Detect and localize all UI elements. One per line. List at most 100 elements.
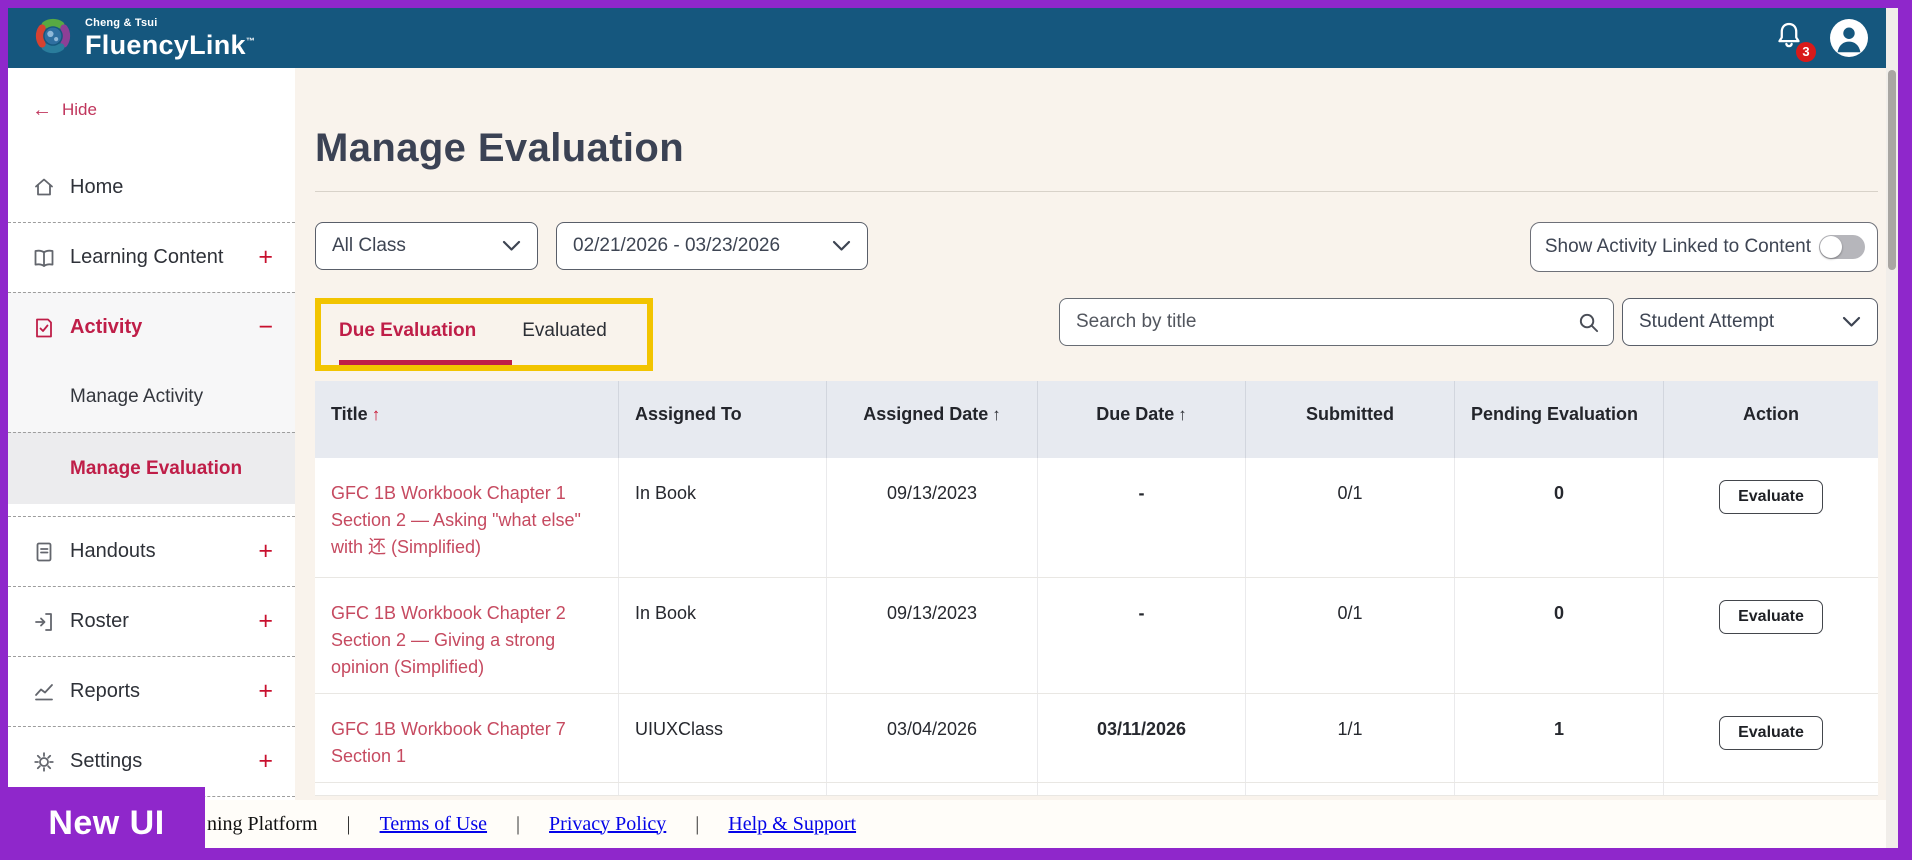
handouts-icon [32, 540, 56, 564]
sidebar-item-label: Learning Content [70, 246, 224, 268]
home-icon [32, 175, 56, 199]
sidebar-item-activity[interactable]: Activity − [8, 292, 295, 362]
page-title: Manage Evaluation [315, 126, 685, 170]
filter-row: All Class 02/21/2026 - 03/23/2026 Show A… [315, 222, 1878, 272]
sidebar-item-manage-evaluation[interactable]: Manage Evaluation [8, 432, 295, 504]
chevron-down-icon [1842, 316, 1861, 328]
due-date-cell: - [1038, 578, 1246, 693]
submitted-cell: 0/1 [1246, 578, 1455, 693]
hide-sidebar-button[interactable]: ← Hide [8, 98, 295, 122]
activity-icon [32, 316, 56, 340]
expand-toggle[interactable]: + [258, 243, 273, 271]
column-header-due-date[interactable]: Due Date ↑ [1038, 381, 1246, 458]
assigned-to-cell: In Book [619, 458, 827, 577]
search-box [1059, 298, 1614, 346]
submitted-cell: 0/1 [1246, 458, 1455, 577]
assigned-date-cell: 03/04/2026 [827, 694, 1038, 782]
header-actions: 3 [1772, 19, 1868, 62]
evaluate-button[interactable]: Evaluate [1719, 480, 1823, 514]
trademark-mark: ™ [245, 35, 256, 46]
main-content: Manage Evaluation All Class 02/21/2026 -… [295, 68, 1898, 848]
search-area: Student Attempt [1059, 298, 1878, 346]
table-row: GFC 1B Workbook Chapter 7 Section 1 UIUX… [315, 694, 1878, 783]
activity-title-link[interactable]: GFC 1B Workbook Chapter 7 Section 1 [331, 719, 566, 766]
vertical-scrollbar[interactable] [1886, 8, 1898, 848]
reports-icon [32, 680, 56, 704]
attempt-filter-value: Student Attempt [1639, 311, 1775, 332]
expand-toggle[interactable]: + [258, 677, 273, 705]
sidebar-item-handouts[interactable]: Handouts + [8, 516, 295, 586]
tabs-row: Due Evaluation Evaluated Student Attempt [315, 298, 1878, 371]
brand-logo[interactable]: Cheng & Tsui FluencyLink™ [30, 13, 255, 64]
evaluate-button[interactable]: Evaluate [1719, 600, 1823, 634]
sort-ascending-icon[interactable]: ↑ [371, 405, 381, 424]
sidebar-item-label: Home [70, 175, 124, 198]
expand-toggle[interactable]: + [258, 747, 273, 775]
app-window: Cheng & Tsui FluencyLink™ 3 [8, 8, 1898, 848]
terms-of-use-link[interactable]: Terms of Use [379, 812, 488, 835]
bell-icon [1772, 22, 1806, 57]
roster-icon [32, 610, 56, 634]
table-row: GFC 1B Workbook Chapter 1 Section 2 — As… [315, 458, 1878, 578]
scrollbar-thumb[interactable] [1888, 70, 1896, 270]
search-input[interactable] [1059, 298, 1614, 346]
gear-icon [32, 750, 56, 774]
submenu-item-label: Manage Evaluation [70, 457, 243, 479]
sidebar-item-label: Activity [70, 316, 143, 338]
left-arrow-icon: ← [32, 98, 52, 121]
column-header-title[interactable]: Title ↑ [315, 381, 619, 458]
platform-text: ning Platform [207, 812, 318, 835]
toggle-switch[interactable] [1819, 235, 1865, 259]
due-date-cell: - [1038, 458, 1246, 577]
expand-toggle[interactable]: + [258, 607, 273, 635]
expand-toggle[interactable]: + [258, 537, 273, 565]
new-ui-badge: New UI [8, 787, 205, 848]
user-avatar-button[interactable] [1830, 19, 1868, 57]
sidebar-item-learning-content[interactable]: Learning Content + [8, 222, 295, 292]
activity-title-link[interactable]: GFC 1B Workbook Chapter 2 Section 2 — Gi… [331, 603, 566, 677]
sidebar-item-label: Roster [70, 610, 129, 632]
sidebar-navigation: ← Hide Home Learni [8, 68, 295, 848]
column-header-pending-evaluation: Pending Evaluation [1455, 381, 1664, 458]
table-row-partial [315, 783, 1878, 796]
chevron-down-icon [502, 240, 521, 252]
sidebar-item-reports[interactable]: Reports + [8, 656, 295, 726]
sidebar-item-label: Handouts [70, 540, 156, 562]
hide-label: Hide [62, 100, 97, 119]
class-filter-dropdown[interactable]: All Class [315, 222, 538, 270]
sidebar-item-roster[interactable]: Roster + [8, 586, 295, 656]
brand-company: Cheng & Tsui [85, 16, 158, 29]
assigned-to-cell: In Book [619, 578, 827, 693]
column-header-assigned-date[interactable]: Assigned Date ↑ [827, 381, 1038, 458]
linked-content-toggle[interactable]: Show Activity Linked to Content [1529, 222, 1878, 272]
sidebar-item-manage-activity[interactable]: Manage Activity [8, 362, 295, 432]
collapse-toggle[interactable]: − [258, 313, 273, 341]
sort-ascending-icon[interactable]: ↑ [992, 405, 1001, 424]
submenu-item-label: Manage Activity [70, 386, 204, 407]
annotation-highlight-box: Due Evaluation Evaluated [315, 298, 653, 371]
pending-evaluation-cell: 0 [1455, 458, 1664, 577]
sort-ascending-icon[interactable]: ↑ [1178, 405, 1187, 424]
due-date-cell: 03/11/2026 [1038, 694, 1246, 782]
toggle-knob [1820, 236, 1842, 258]
page-footer: ning Platform | Terms of Use | Privacy P… [8, 800, 1886, 848]
footer-separator: | [516, 812, 521, 835]
assigned-date-cell: 09/13/2023 [827, 458, 1038, 577]
activity-title-link[interactable]: GFC 1B Workbook Chapter 1 Section 2 — As… [331, 483, 581, 557]
submitted-cell: 1/1 [1246, 694, 1455, 782]
evaluate-button[interactable]: Evaluate [1719, 716, 1823, 750]
person-icon [1837, 27, 1861, 53]
help-support-link[interactable]: Help & Support [728, 812, 857, 835]
student-attempt-dropdown[interactable]: Student Attempt [1622, 298, 1878, 346]
privacy-policy-link[interactable]: Privacy Policy [549, 812, 667, 835]
column-header-assigned-to: Assigned To [619, 381, 827, 458]
column-header-submitted: Submitted [1246, 381, 1455, 458]
tab-due-evaluation[interactable]: Due Evaluation [339, 320, 513, 365]
tab-evaluated[interactable]: Evaluated [522, 320, 607, 341]
sidebar-item-settings[interactable]: Settings + [8, 726, 295, 796]
sidebar-item-home[interactable]: Home [8, 152, 295, 222]
notifications-button[interactable]: 3 [1772, 19, 1816, 62]
book-icon [32, 246, 56, 270]
assigned-to-cell: UIUXClass [619, 694, 827, 782]
date-range-dropdown[interactable]: 02/21/2026 - 03/23/2026 [556, 222, 868, 270]
